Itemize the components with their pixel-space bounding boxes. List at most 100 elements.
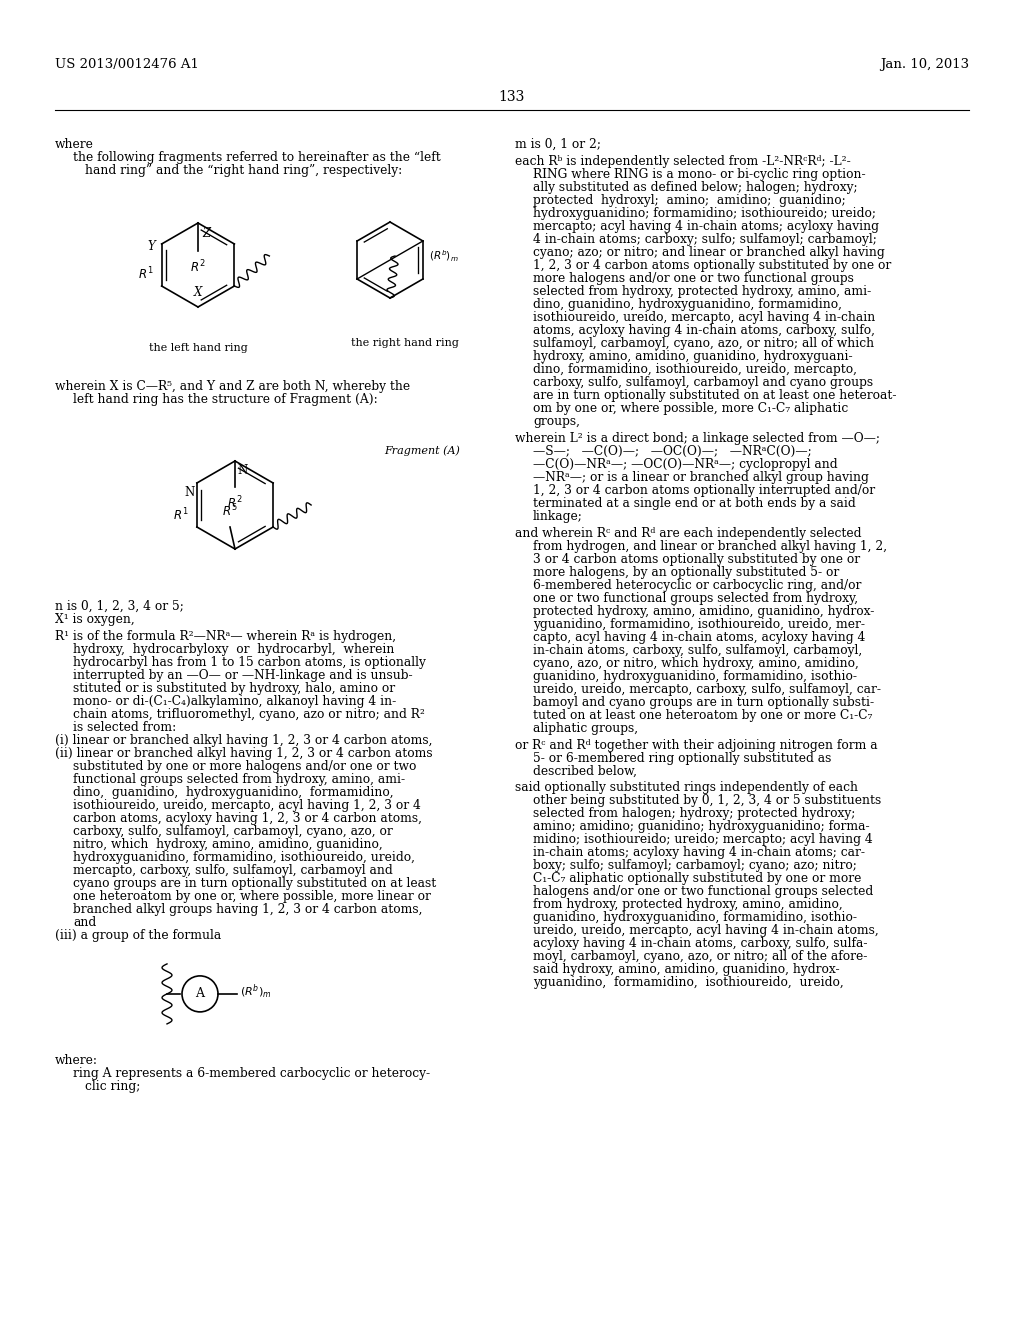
Text: yguanidino, formamidino, isothioureido, ureido, mer-: yguanidino, formamidino, isothioureido, …: [534, 618, 865, 631]
Text: (iii) a group of the formula: (iii) a group of the formula: [55, 929, 221, 942]
Text: one heteroatom by one or, where possible, more linear or: one heteroatom by one or, where possible…: [73, 890, 431, 903]
Text: om by one or, where possible, more C₁-C₇ aliphatic: om by one or, where possible, more C₁-C₇…: [534, 401, 848, 414]
Text: the left hand ring: the left hand ring: [148, 343, 248, 352]
Text: dino, formamidino, isothioureido, ureido, mercapto,: dino, formamidino, isothioureido, ureido…: [534, 363, 857, 376]
Text: —C(O)—NRᵃ—; —OC(O)—NRᵃ—; cyclopropyl and: —C(O)—NRᵃ—; —OC(O)—NRᵃ—; cyclopropyl and: [534, 458, 838, 471]
Text: hydroxyguanidino; formamidino; isothioureido; ureido;: hydroxyguanidino; formamidino; isothiour…: [534, 207, 876, 220]
Text: capto, acyl having 4 in-chain atoms, acyloxy having 4: capto, acyl having 4 in-chain atoms, acy…: [534, 631, 865, 644]
Text: cyano; azo; or nitro; and linear or branched alkyl having: cyano; azo; or nitro; and linear or bran…: [534, 246, 885, 259]
Text: acyloxy having 4 in-chain atoms, carboxy, sulfo, sulfa-: acyloxy having 4 in-chain atoms, carboxy…: [534, 937, 867, 950]
Text: hydroxy,  hydrocarbyloxy  or  hydrocarbyl,  wherein: hydroxy, hydrocarbyloxy or hydrocarbyl, …: [73, 643, 394, 656]
Text: N: N: [184, 486, 195, 499]
Text: 5- or 6-membered ring optionally substituted as: 5- or 6-membered ring optionally substit…: [534, 751, 831, 764]
Text: said optionally substituted rings independently of each: said optionally substituted rings indepe…: [515, 781, 858, 795]
Text: 1, 2, 3 or 4 carbon atoms optionally interrupted and/or: 1, 2, 3 or 4 carbon atoms optionally int…: [534, 484, 876, 496]
Text: carboxy, sulfo, sulfamoyl, carbamoyl and cyano groups: carboxy, sulfo, sulfamoyl, carbamoyl and…: [534, 376, 873, 389]
Text: groups,: groups,: [534, 414, 580, 428]
Text: Y: Y: [147, 239, 156, 252]
Text: moyl, carbamoyl, cyano, azo, or nitro; all of the afore-: moyl, carbamoyl, cyano, azo, or nitro; a…: [534, 950, 867, 964]
Text: where: where: [55, 139, 94, 150]
Text: in-chain atoms, carboxy, sulfo, sulfamoyl, carbamoyl,: in-chain atoms, carboxy, sulfo, sulfamoy…: [534, 644, 862, 656]
Text: US 2013/0012476 A1: US 2013/0012476 A1: [55, 58, 199, 71]
Text: in-chain atoms; acyloxy having 4 in-chain atoms; car-: in-chain atoms; acyloxy having 4 in-chai…: [534, 846, 865, 859]
Text: cyano, azo, or nitro, which hydroxy, amino, amidino,: cyano, azo, or nitro, which hydroxy, ami…: [534, 656, 859, 669]
Text: $(R^b)_m$: $(R^b)_m$: [240, 983, 271, 1001]
Text: —S—;   —C(O)—;   —OC(O)—;   —NRᵃC(O)—;: —S—; —C(O)—; —OC(O)—; —NRᵃC(O)—;: [534, 445, 812, 458]
Text: clic ring;: clic ring;: [85, 1080, 140, 1093]
Text: interrupted by an —O— or —NH-linkage and is unsub-: interrupted by an —O— or —NH-linkage and…: [73, 669, 413, 682]
Text: from hydrogen, and linear or branched alkyl having 1, 2,: from hydrogen, and linear or branched al…: [534, 540, 887, 553]
Text: bamoyl and cyano groups are in turn optionally substi-: bamoyl and cyano groups are in turn opti…: [534, 696, 874, 709]
Text: ureido, ureido, mercapto, acyl having 4 in-chain atoms,: ureido, ureido, mercapto, acyl having 4 …: [534, 924, 879, 937]
Text: hand ring” and the “right hand ring”, respectively:: hand ring” and the “right hand ring”, re…: [85, 164, 402, 177]
Text: terminated at a single end or at both ends by a said: terminated at a single end or at both en…: [534, 496, 856, 510]
Text: each Rᵇ is independently selected from -L²-NRᶜRᵈ; -L²-: each Rᵇ is independently selected from -…: [515, 154, 851, 168]
Text: $R^1$: $R^1$: [138, 265, 154, 282]
Text: described below,: described below,: [534, 764, 637, 777]
Text: selected from hydroxy, protected hydroxy, amino, ami-: selected from hydroxy, protected hydroxy…: [534, 285, 871, 298]
Text: X: X: [194, 286, 202, 300]
Text: 4 in-chain atoms; carboxy; sulfo; sulfamoyl; carbamoyl;: 4 in-chain atoms; carboxy; sulfo; sulfam…: [534, 232, 877, 246]
Text: more halogens, by an optionally substituted 5- or: more halogens, by an optionally substitu…: [534, 566, 840, 578]
Text: Jan. 10, 2013: Jan. 10, 2013: [880, 58, 969, 71]
Text: nitro, which  hydroxy, amino, amidino, guanidino,: nitro, which hydroxy, amino, amidino, gu…: [73, 838, 383, 851]
Text: left hand ring has the structure of Fragment (A):: left hand ring has the structure of Frag…: [73, 393, 378, 407]
Text: yguanidino,  formamidino,  isothioureido,  ureido,: yguanidino, formamidino, isothioureido, …: [534, 977, 844, 990]
Text: one or two functional groups selected from hydroxy,: one or two functional groups selected fr…: [534, 591, 858, 605]
Text: halogens and/or one or two functional groups selected: halogens and/or one or two functional gr…: [534, 886, 873, 899]
Text: ally substituted as defined below; halogen; hydroxy;: ally substituted as defined below; halog…: [534, 181, 858, 194]
Text: Fragment (A): Fragment (A): [384, 445, 460, 455]
Text: isothioureido, ureido, mercapto, acyl having 1, 2, 3 or 4: isothioureido, ureido, mercapto, acyl ha…: [73, 799, 421, 812]
Text: X¹ is oxygen,: X¹ is oxygen,: [55, 612, 135, 626]
Text: midino; isothioureido; ureido; mercapto; acyl having 4: midino; isothioureido; ureido; mercapto;…: [534, 833, 872, 846]
Text: mono- or di-(C₁-C₄)alkylamino, alkanoyl having 4 in-: mono- or di-(C₁-C₄)alkylamino, alkanoyl …: [73, 694, 396, 708]
Text: n is 0, 1, 2, 3, 4 or 5;: n is 0, 1, 2, 3, 4 or 5;: [55, 601, 184, 612]
Text: linkage;: linkage;: [534, 510, 583, 523]
Text: the right hand ring: the right hand ring: [351, 338, 459, 348]
Text: stituted or is substituted by hydroxy, halo, amino or: stituted or is substituted by hydroxy, h…: [73, 682, 395, 694]
Text: wherein L² is a direct bond; a linkage selected from —O—;: wherein L² is a direct bond; a linkage s…: [515, 432, 880, 445]
Text: and wherein Rᶜ and Rᵈ are each independently selected: and wherein Rᶜ and Rᵈ are each independe…: [515, 527, 861, 540]
Text: N: N: [237, 465, 247, 477]
Text: 133: 133: [499, 90, 525, 104]
Text: (i) linear or branched alkyl having 1, 2, 3 or 4 carbon atoms,: (i) linear or branched alkyl having 1, 2…: [55, 734, 432, 747]
Text: more halogens and/or one or two functional groups: more halogens and/or one or two function…: [534, 272, 854, 285]
Text: A: A: [196, 987, 205, 1001]
Text: R¹ is of the formula R²—NRᵃ— wherein Rᵃ is hydrogen,: R¹ is of the formula R²—NRᵃ— wherein Rᵃ …: [55, 630, 396, 643]
Text: guanidino, hydroxyguanidino, formamidino, isothio-: guanidino, hydroxyguanidino, formamidino…: [534, 669, 857, 682]
Text: m is 0, 1 or 2;: m is 0, 1 or 2;: [515, 139, 601, 150]
Text: —NRᵃ—; or is a linear or branched alkyl group having: —NRᵃ—; or is a linear or branched alkyl …: [534, 471, 869, 484]
Text: said hydroxy, amino, amidino, guanidino, hydrox-: said hydroxy, amino, amidino, guanidino,…: [534, 964, 840, 977]
Text: atoms, acyloxy having 4 in-chain atoms, carboxy, sulfo,: atoms, acyloxy having 4 in-chain atoms, …: [534, 323, 874, 337]
Text: isothioureido, ureido, mercapto, acyl having 4 in-chain: isothioureido, ureido, mercapto, acyl ha…: [534, 312, 876, 323]
Text: protected  hydroxyl;  amino;  amidino;  guanidino;: protected hydroxyl; amino; amidino; guan…: [534, 194, 846, 207]
Text: hydrocarbyl has from 1 to 15 carbon atoms, is optionally: hydrocarbyl has from 1 to 15 carbon atom…: [73, 656, 426, 669]
Text: wherein X is C—R⁵, and Y and Z are both N, whereby the: wherein X is C—R⁵, and Y and Z are both …: [55, 380, 411, 393]
Text: selected from halogen; hydroxy; protected hydroxy;: selected from halogen; hydroxy; protecte…: [534, 808, 855, 821]
Text: substituted by one or more halogens and/or one or two: substituted by one or more halogens and/…: [73, 760, 417, 774]
Text: $R^1$: $R^1$: [173, 507, 188, 523]
Text: carboxy, sulfo, sulfamoyl, carbamoyl, cyano, azo, or: carboxy, sulfo, sulfamoyl, carbamoyl, cy…: [73, 825, 393, 838]
Text: 3 or 4 carbon atoms optionally substituted by one or: 3 or 4 carbon atoms optionally substitut…: [534, 553, 860, 566]
Text: sulfamoyl, carbamoyl, cyano, azo, or nitro; all of which: sulfamoyl, carbamoyl, cyano, azo, or nit…: [534, 337, 874, 350]
Text: RING where RING is a mono- or bi-cyclic ring option-: RING where RING is a mono- or bi-cyclic …: [534, 168, 865, 181]
Text: carbon atoms, acyloxy having 1, 2, 3 or 4 carbon atoms,: carbon atoms, acyloxy having 1, 2, 3 or …: [73, 812, 422, 825]
Text: other being substituted by 0, 1, 2, 3, 4 or 5 substituents: other being substituted by 0, 1, 2, 3, 4…: [534, 795, 882, 808]
Text: the following fragments referred to hereinafter as the “left: the following fragments referred to here…: [73, 150, 440, 164]
Text: $R^2$: $R^2$: [227, 495, 243, 512]
Text: ring A represents a 6-membered carbocyclic or heterocy-: ring A represents a 6-membered carbocycl…: [73, 1067, 430, 1080]
Text: hydroxyguanidino, formamidino, isothioureido, ureido,: hydroxyguanidino, formamidino, isothiour…: [73, 851, 415, 863]
Text: dino, guanidino, hydroxyguanidino, formamidino,: dino, guanidino, hydroxyguanidino, forma…: [534, 298, 842, 312]
Text: are in turn optionally substituted on at least one heteroat-: are in turn optionally substituted on at…: [534, 389, 896, 401]
Text: amino; amidino; guanidino; hydroxyguanidino; forma-: amino; amidino; guanidino; hydroxyguanid…: [534, 821, 869, 833]
Text: Z: Z: [202, 227, 210, 240]
Text: hydroxy, amino, amidino, guanidino, hydroxyguani-: hydroxy, amino, amidino, guanidino, hydr…: [534, 350, 853, 363]
Text: 1, 2, 3 or 4 carbon atoms optionally substituted by one or: 1, 2, 3 or 4 carbon atoms optionally sub…: [534, 259, 891, 272]
Text: dino,  guanidino,  hydroxyguanidino,  formamidino,: dino, guanidino, hydroxyguanidino, forma…: [73, 785, 393, 799]
Text: functional groups selected from hydroxy, amino, ami-: functional groups selected from hydroxy,…: [73, 774, 406, 785]
Text: cyano groups are in turn optionally substituted on at least: cyano groups are in turn optionally subs…: [73, 876, 436, 890]
Text: from hydroxy, protected hydroxy, amino, amidino,: from hydroxy, protected hydroxy, amino, …: [534, 899, 843, 912]
Text: (ii) linear or branched alkyl having 1, 2, 3 or 4 carbon atoms: (ii) linear or branched alkyl having 1, …: [55, 747, 432, 760]
Text: chain atoms, trifluoromethyl, cyano, azo or nitro; and R²: chain atoms, trifluoromethyl, cyano, azo…: [73, 708, 425, 721]
Text: aliphatic groups,: aliphatic groups,: [534, 722, 638, 735]
